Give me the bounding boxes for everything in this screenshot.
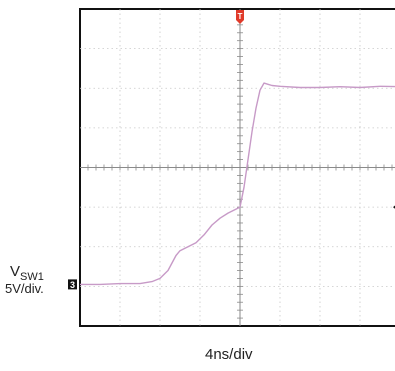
trigger-marker-icon	[236, 10, 244, 24]
channel-scale-label: 5V/div.	[5, 281, 44, 296]
channel-name-subscript: SW1	[20, 271, 44, 283]
trigger-marker-label: T	[238, 12, 243, 21]
scope-grid	[80, 9, 395, 326]
trace-layer	[80, 82, 395, 286]
channel-ground-marker-label: 3	[70, 280, 75, 290]
voltage-trace	[80, 82, 395, 286]
marker-layer: T3	[68, 10, 395, 290]
channel-name-label: VSW1	[10, 263, 44, 283]
channel-ground-marker-icon	[68, 279, 77, 290]
time-scale-label: 4ns/div	[205, 346, 253, 363]
channel-name-main: V	[10, 263, 21, 280]
